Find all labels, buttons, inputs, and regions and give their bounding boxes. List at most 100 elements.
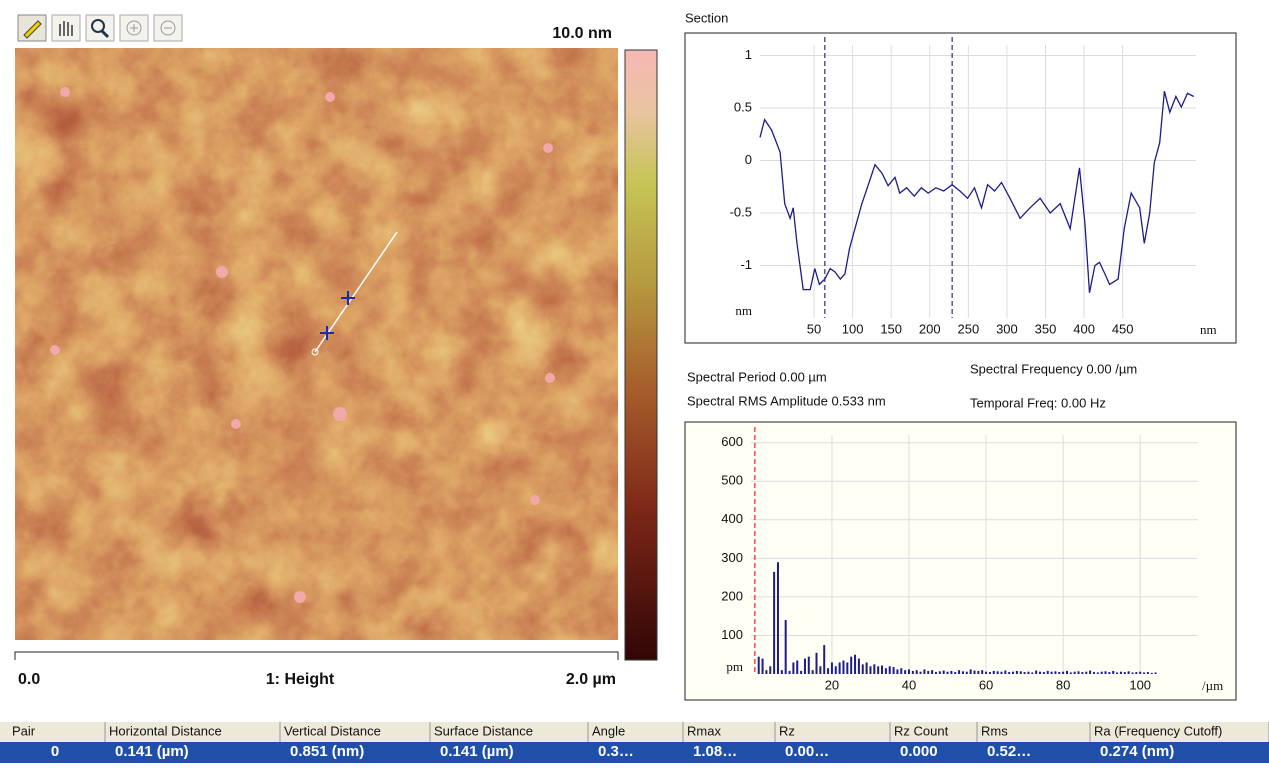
bar bbox=[792, 662, 795, 674]
bar bbox=[788, 670, 791, 674]
ruler-icon bbox=[23, 20, 42, 39]
particle bbox=[530, 495, 540, 505]
bar bbox=[1008, 672, 1011, 674]
y-tick-label: 400 bbox=[721, 511, 743, 526]
height-image[interactable] bbox=[15, 48, 618, 640]
bar bbox=[1089, 670, 1092, 674]
bar bbox=[1042, 672, 1045, 674]
bar bbox=[830, 662, 833, 674]
particle bbox=[333, 407, 347, 421]
bar bbox=[1143, 672, 1146, 674]
bar bbox=[1050, 671, 1053, 674]
bar bbox=[842, 660, 845, 674]
spectral-period: Spectral Period 0.00 µm bbox=[687, 369, 827, 384]
spectrum-panel bbox=[684, 421, 1237, 701]
particle bbox=[325, 92, 335, 102]
bar bbox=[884, 668, 887, 674]
bar bbox=[838, 662, 841, 674]
column-header: Vertical Distance bbox=[284, 723, 381, 738]
bar bbox=[1135, 672, 1138, 674]
zoom-out-button[interactable] bbox=[153, 14, 183, 42]
bar bbox=[911, 670, 914, 674]
section-cursors[interactable] bbox=[320, 291, 355, 340]
bar bbox=[1131, 672, 1134, 674]
bar bbox=[923, 669, 926, 674]
bar bbox=[1046, 670, 1049, 674]
bar bbox=[1154, 672, 1157, 674]
cell: 0.52… bbox=[987, 743, 1031, 760]
y-unit: pm bbox=[726, 659, 743, 674]
x-tick-label: 20 bbox=[825, 677, 839, 692]
pan-button[interactable] bbox=[51, 14, 81, 42]
column-header: Horizontal Distance bbox=[109, 723, 222, 738]
bar bbox=[907, 669, 910, 674]
bar bbox=[892, 667, 895, 674]
bar bbox=[981, 670, 984, 674]
plus-sign bbox=[130, 24, 138, 32]
section-title: Section bbox=[685, 10, 728, 25]
cell: 1.08… bbox=[693, 743, 737, 760]
bar bbox=[977, 670, 980, 674]
y-tick-label: 200 bbox=[721, 588, 743, 603]
y-tick-label: -1 bbox=[740, 257, 752, 272]
bar bbox=[1146, 672, 1149, 674]
x-tick-label: 200 bbox=[919, 321, 941, 336]
results-table: Pair Horizontal Distance Vertical Distance… bbox=[0, 722, 1269, 763]
y-tick-label: 0.5 bbox=[734, 99, 752, 114]
bar bbox=[969, 669, 972, 674]
bar bbox=[896, 669, 899, 674]
bar bbox=[877, 666, 880, 674]
bar bbox=[1027, 671, 1030, 674]
y-tick-label: -0.5 bbox=[730, 204, 752, 219]
z-scale: 10.0 nm bbox=[552, 25, 612, 42]
cell: 0.274 (nm) bbox=[1100, 743, 1174, 760]
column-header: Rz Count bbox=[894, 723, 949, 738]
toolbar bbox=[17, 14, 183, 42]
profile-line bbox=[759, 91, 1194, 293]
zoom-button[interactable] bbox=[85, 14, 115, 42]
particle bbox=[545, 373, 555, 383]
bar bbox=[1127, 671, 1130, 674]
bar bbox=[1123, 672, 1126, 674]
x-tick-label: 100 bbox=[842, 321, 864, 336]
bar bbox=[938, 671, 941, 674]
bar bbox=[803, 658, 806, 674]
channel-name: 1: Height bbox=[266, 671, 335, 688]
x-tick-label: 80 bbox=[1056, 677, 1070, 692]
bar bbox=[773, 571, 776, 674]
bar bbox=[846, 662, 849, 674]
x-unit: nm bbox=[1200, 322, 1217, 337]
bar bbox=[904, 670, 907, 674]
y-tick-label: 0 bbox=[745, 152, 752, 167]
bar bbox=[1035, 670, 1038, 674]
bar bbox=[869, 666, 872, 674]
bar bbox=[769, 666, 772, 674]
bar bbox=[796, 660, 799, 674]
column-header: Surface Distance bbox=[434, 723, 533, 738]
x-tick-label: 40 bbox=[902, 677, 916, 692]
bar bbox=[1139, 671, 1142, 674]
bar bbox=[931, 670, 934, 674]
bar bbox=[988, 672, 991, 674]
bar bbox=[861, 664, 864, 674]
bar bbox=[1085, 671, 1088, 674]
column-header: Pair bbox=[12, 723, 36, 738]
particle bbox=[294, 591, 306, 603]
bar bbox=[1073, 671, 1076, 674]
x-tick-label: 60 bbox=[979, 677, 993, 692]
bar bbox=[888, 666, 891, 674]
cell: 0 bbox=[51, 743, 59, 760]
particle bbox=[543, 143, 553, 153]
column-header: Rmax bbox=[687, 723, 721, 738]
bar bbox=[927, 670, 930, 674]
bar bbox=[965, 671, 968, 674]
section-start bbox=[311, 348, 319, 356]
selected-row-bg[interactable] bbox=[0, 742, 1269, 763]
hand-icon bbox=[59, 21, 73, 36]
bar bbox=[915, 670, 918, 674]
bar bbox=[942, 670, 945, 674]
cell: 0.141 (µm) bbox=[115, 743, 189, 760]
bar bbox=[1000, 671, 1003, 674]
y-tick-label: 1 bbox=[745, 47, 752, 62]
particle bbox=[60, 87, 70, 97]
